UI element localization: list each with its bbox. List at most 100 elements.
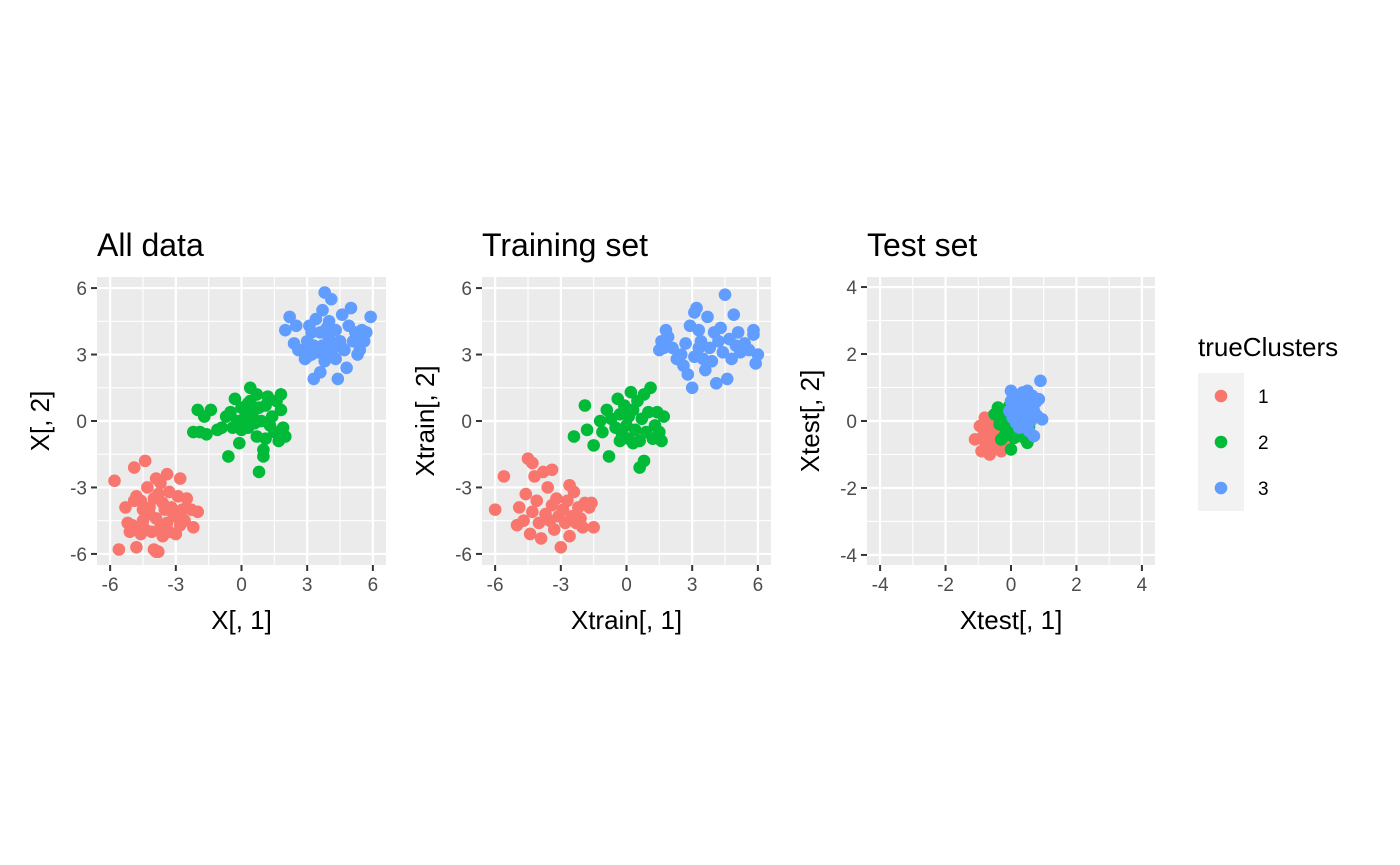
y-tick-label: -6: [455, 545, 472, 566]
point-cluster-3: [718, 288, 732, 302]
point-cluster-2: [657, 410, 671, 423]
y-tick-label: -3: [70, 478, 87, 499]
y-tick-label: 6: [461, 279, 472, 300]
x-tick-label: 4: [1137, 575, 1148, 596]
point-cluster-2: [633, 434, 646, 448]
y-tick-label: 6: [76, 279, 87, 300]
point-cluster-2: [204, 403, 218, 417]
point-cluster-1: [141, 481, 154, 494]
y-tick-label: -4: [840, 546, 857, 567]
point-cluster-2: [602, 450, 616, 463]
point-cluster-2: [624, 385, 638, 399]
point-cluster-1: [160, 467, 174, 481]
point-cluster-1: [587, 521, 600, 534]
point-cluster-2: [241, 396, 255, 410]
x-tick-label: 0: [621, 575, 632, 596]
point-cluster-3: [1035, 413, 1049, 426]
y-tick-label: -2: [840, 479, 857, 500]
point-cluster-1: [173, 472, 187, 485]
point-cluster-3: [289, 319, 303, 333]
point-cluster-1: [532, 516, 546, 530]
y-tick-label: 0: [846, 412, 857, 433]
point-cluster-3: [690, 301, 703, 315]
point-cluster-2: [274, 388, 288, 401]
y-tick-label: 0: [76, 412, 87, 433]
point-cluster-1: [512, 501, 526, 514]
point-cluster-3: [661, 330, 675, 344]
point-cluster-2: [259, 432, 272, 446]
point-cluster-3: [300, 350, 314, 364]
point-cluster-2: [637, 454, 651, 468]
point-cluster-1: [547, 523, 561, 536]
point-cluster-3: [714, 321, 727, 335]
x-axis-title: X[, 1]: [211, 605, 272, 635]
point-cluster-2: [233, 436, 246, 450]
point-cluster-3: [716, 346, 730, 359]
x-tick-label: 2: [1071, 575, 1082, 596]
point-cluster-1: [561, 494, 574, 508]
point-cluster-1: [138, 454, 152, 468]
points: [108, 286, 377, 559]
x-tick-label: -6: [102, 575, 119, 596]
point-cluster-1: [497, 470, 511, 483]
point-cluster-3: [329, 323, 342, 337]
point-cluster-1: [545, 463, 559, 477]
x-axis-title: Xtrain[, 1]: [571, 605, 682, 635]
point-cluster-3: [731, 326, 745, 339]
x-tick-label: -4: [872, 575, 889, 596]
x-tick-label: -6: [487, 575, 504, 596]
x-tick-label: 0: [1006, 575, 1017, 596]
panel-title: Test set: [867, 227, 977, 263]
point-cluster-2: [587, 439, 600, 452]
point-cluster-2: [252, 465, 266, 479]
x-tick-label: -2: [937, 575, 954, 596]
point-cluster-3: [364, 310, 377, 324]
legend-swatch-3: [1214, 481, 1228, 495]
point-cluster-3: [1034, 374, 1047, 388]
point-cluster-1: [127, 494, 141, 508]
point-cluster-3: [1027, 429, 1041, 443]
point-cluster-3: [309, 312, 323, 326]
point-cluster-3: [703, 341, 716, 355]
point-cluster-3: [657, 341, 671, 355]
y-tick-label: 3: [76, 346, 87, 367]
y-tick-label: 2: [846, 345, 857, 366]
point-cluster-2: [644, 381, 657, 395]
y-axis-title: Xtrain[, 2]: [410, 365, 440, 476]
point-cluster-1: [563, 529, 576, 543]
point-cluster-3: [335, 308, 349, 321]
x-tick-label: 0: [236, 575, 247, 596]
panel-title: All data: [97, 227, 204, 263]
point-cluster-1: [519, 487, 533, 501]
point-cluster-1: [563, 478, 576, 492]
point-cluster-1: [134, 527, 148, 541]
point-cluster-3: [335, 341, 349, 355]
points: [968, 374, 1049, 461]
point-cluster-3: [329, 352, 342, 366]
point-cluster-3: [314, 365, 327, 379]
point-cluster-2: [224, 405, 237, 419]
point-cluster-2: [578, 399, 592, 412]
point-cluster-2: [215, 421, 229, 434]
point-cluster-1: [541, 481, 554, 494]
point-cluster-2: [278, 430, 292, 443]
point-cluster-3: [679, 337, 692, 350]
point-cluster-1: [191, 505, 205, 519]
x-tick-label: 3: [302, 575, 313, 596]
point-cluster-2: [655, 434, 668, 448]
point-cluster-3: [709, 377, 723, 390]
point-cluster-2: [222, 450, 235, 463]
point-cluster-1: [127, 461, 141, 474]
point-cluster-1: [517, 514, 530, 527]
y-tick-label: -6: [70, 545, 87, 566]
point-cluster-3: [316, 303, 329, 317]
point-cluster-1: [178, 514, 191, 527]
point-cluster-3: [747, 323, 760, 337]
point-cluster-3: [674, 348, 688, 361]
panel-title: Training set: [482, 227, 648, 263]
point-cluster-3: [692, 341, 706, 355]
point-cluster-1: [171, 505, 185, 519]
legend-label: 3: [1258, 479, 1269, 500]
point-cluster-2: [580, 423, 594, 437]
point-cluster-2: [200, 427, 213, 441]
